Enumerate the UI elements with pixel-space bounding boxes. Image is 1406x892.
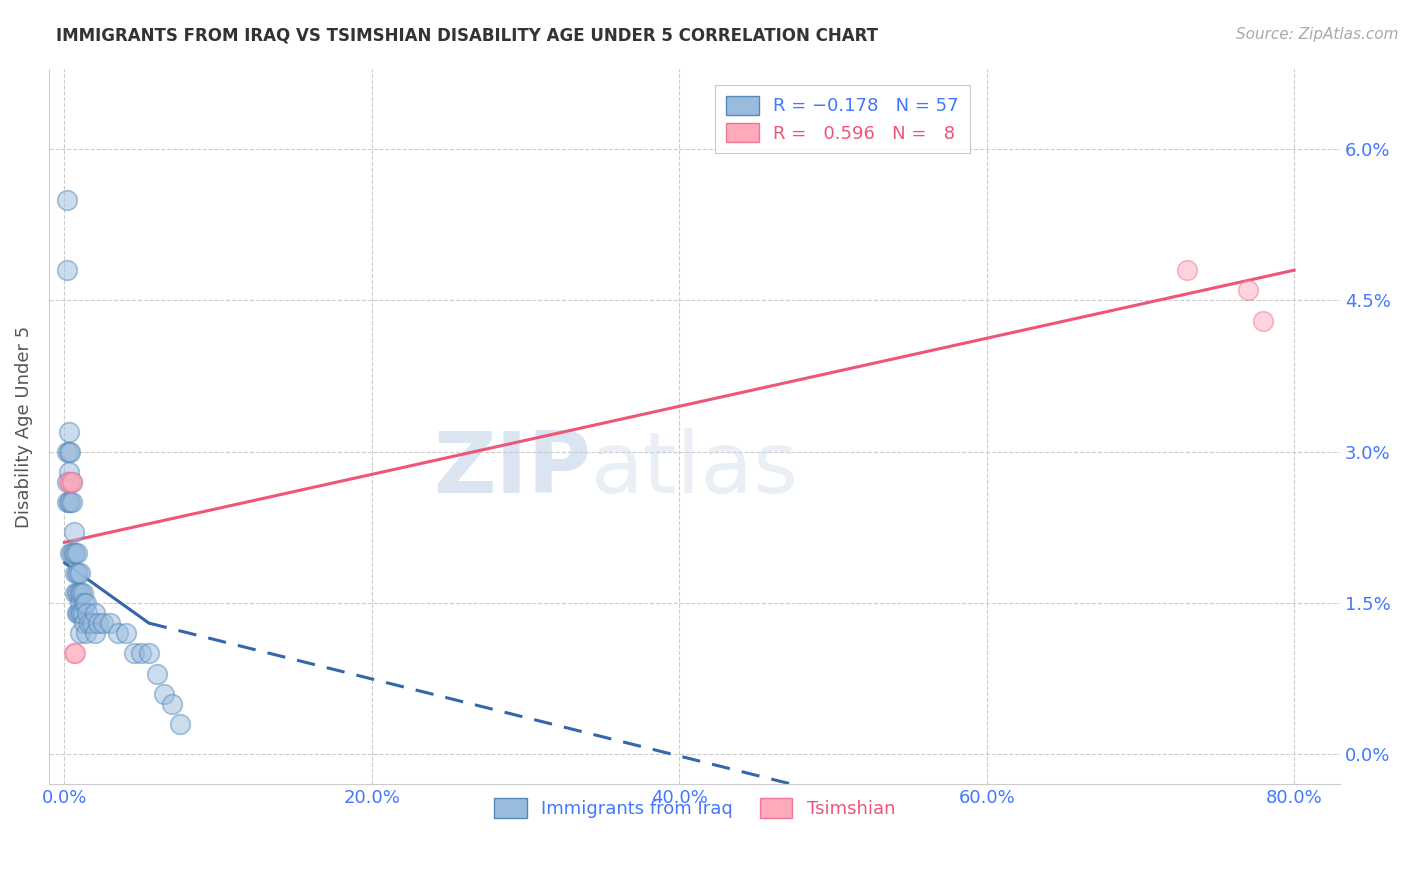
Point	[56, 263, 79, 277]
Point	[138, 646, 160, 660]
Point	[56, 444, 79, 458]
Point	[70, 586, 93, 600]
Point	[58, 425, 80, 439]
Point	[84, 606, 107, 620]
Point	[69, 596, 91, 610]
Point	[58, 495, 80, 509]
Point	[169, 717, 191, 731]
Point	[160, 697, 183, 711]
Point	[63, 586, 86, 600]
Point	[59, 545, 82, 559]
Point	[129, 646, 152, 660]
Point	[73, 596, 96, 610]
Point	[62, 646, 84, 660]
Point	[66, 545, 89, 559]
Point	[77, 616, 100, 631]
Point	[69, 586, 91, 600]
Point	[66, 606, 89, 620]
Text: Source: ZipAtlas.com: Source: ZipAtlas.com	[1236, 27, 1399, 42]
Point	[75, 626, 97, 640]
Point	[153, 687, 176, 701]
Point	[60, 545, 83, 559]
Point	[122, 646, 145, 660]
Point	[76, 606, 98, 620]
Point	[87, 616, 110, 631]
Point	[58, 475, 80, 489]
Text: IMMIGRANTS FROM IRAQ VS TSIMSHIAN DISABILITY AGE UNDER 5 CORRELATION CHART: IMMIGRANTS FROM IRAQ VS TSIMSHIAN DISABI…	[56, 27, 879, 45]
Point	[62, 525, 84, 540]
Legend: Immigrants from Iraq, Tsimshian: Immigrants from Iraq, Tsimshian	[486, 791, 903, 825]
Point	[63, 646, 86, 660]
Point	[67, 606, 90, 620]
Point	[69, 566, 91, 580]
Point	[60, 475, 83, 489]
Point	[67, 566, 90, 580]
Text: atlas: atlas	[592, 428, 800, 511]
Point	[67, 586, 90, 600]
Point	[75, 596, 97, 610]
Point	[73, 616, 96, 631]
Y-axis label: Disability Age Under 5: Disability Age Under 5	[15, 326, 32, 527]
Point	[91, 616, 114, 631]
Point	[1253, 313, 1275, 327]
Point	[58, 465, 80, 479]
Text: ZIP: ZIP	[433, 428, 592, 511]
Point	[66, 586, 89, 600]
Point	[63, 545, 86, 559]
Point	[56, 193, 79, 207]
Point	[59, 444, 82, 458]
Point	[145, 666, 167, 681]
Point	[56, 495, 79, 509]
Point	[70, 606, 93, 620]
Point	[66, 566, 89, 580]
Point	[63, 566, 86, 580]
Point	[100, 616, 122, 631]
Point	[60, 475, 83, 489]
Point	[1237, 284, 1260, 298]
Point	[69, 626, 91, 640]
Point	[72, 606, 94, 620]
Point	[59, 475, 82, 489]
Point	[60, 495, 83, 509]
Point	[62, 545, 84, 559]
Point	[58, 444, 80, 458]
Point	[114, 626, 136, 640]
Point	[56, 475, 79, 489]
Point	[59, 495, 82, 509]
Point	[1175, 263, 1198, 277]
Point	[84, 626, 107, 640]
Point	[107, 626, 129, 640]
Point	[72, 586, 94, 600]
Point	[80, 616, 103, 631]
Point	[69, 606, 91, 620]
